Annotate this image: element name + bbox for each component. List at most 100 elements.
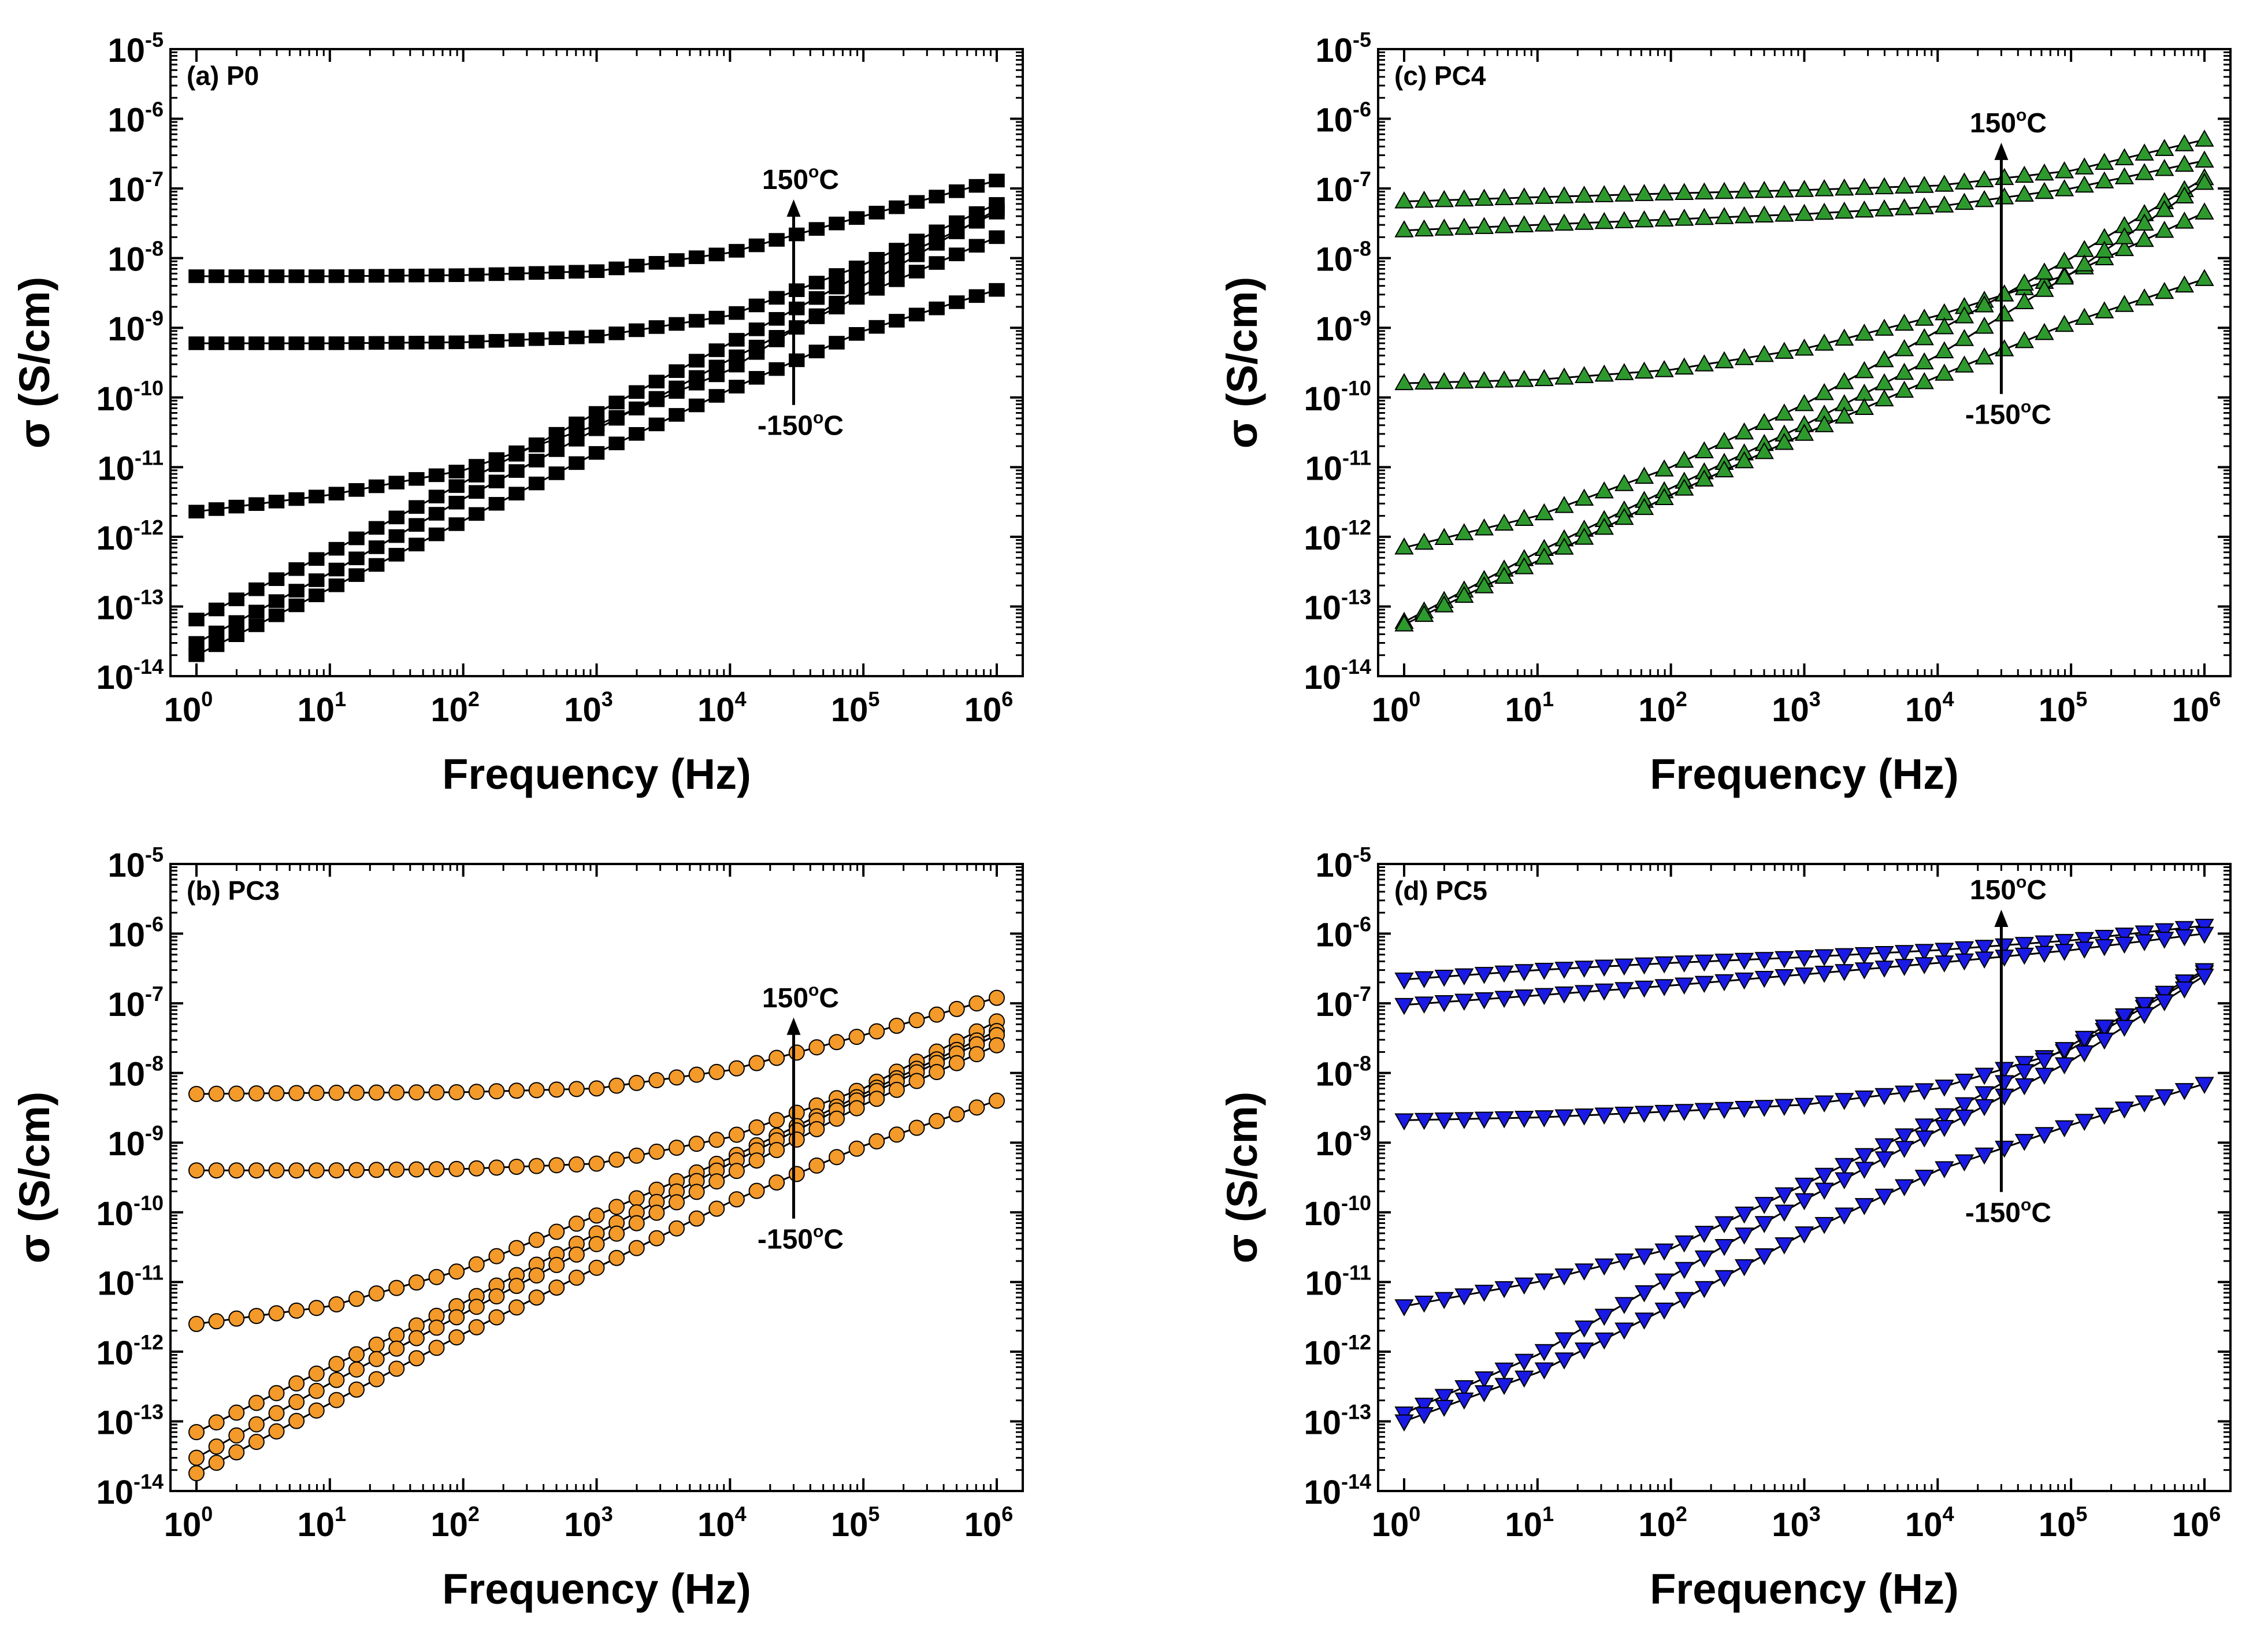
data-point: [508, 1278, 525, 1295]
data-point: [1835, 1207, 1854, 1225]
data-point: [1494, 991, 1514, 1008]
data-point: [1534, 1344, 1554, 1362]
data-point: [1974, 1086, 1994, 1104]
data-point: [1454, 217, 1474, 235]
data-point: [2174, 981, 2195, 999]
data-point: [409, 518, 425, 532]
data-point: [1754, 1197, 1774, 1214]
data-point: [1854, 1091, 1874, 1108]
x-tick-label: 104: [1905, 687, 1954, 729]
data-point: [1434, 218, 1454, 236]
series-1: [188, 197, 1005, 350]
data-point: [1474, 1371, 1494, 1389]
series-2: [188, 1023, 1005, 1332]
data-point: [248, 1162, 265, 1179]
data-point: [248, 1416, 265, 1433]
data-point: [488, 458, 505, 472]
data-point: [2095, 939, 2114, 956]
data-point: [1434, 1400, 1454, 1417]
panel-c: 100 101 102 103 104 105 106 10-14 10-13 10-12 10-1…: [1218, 28, 2232, 798]
data-point: [1474, 518, 1494, 536]
data-point: [2195, 926, 2214, 944]
series-4: [188, 1037, 1005, 1466]
x-axis-title: Frequency (Hz): [1650, 750, 1959, 798]
data-point: [448, 268, 465, 282]
data-point: [2095, 301, 2114, 318]
data-point: [1454, 1112, 1474, 1129]
data-point: [908, 307, 925, 322]
y-tick-label: 10-13: [96, 1400, 164, 1441]
y-tick-label: 10-6: [1315, 913, 1371, 954]
arrow-head: [786, 199, 801, 217]
series-3: [1394, 168, 2214, 555]
data-point: [248, 1308, 265, 1325]
data-point: [1515, 215, 1534, 233]
data-point: [968, 1046, 985, 1063]
data-point: [288, 1085, 305, 1101]
data-point: [1654, 459, 1674, 477]
data-point: [1874, 960, 1894, 978]
data-point: [788, 1131, 805, 1148]
data-point: [268, 1405, 285, 1422]
data-point: [2135, 934, 2154, 952]
data-point: [1874, 373, 1894, 391]
data-point: [1894, 1128, 1914, 1146]
data-point: [448, 1309, 465, 1326]
data-point: [228, 1444, 245, 1461]
data-point: [1594, 959, 1614, 977]
data-point: [688, 250, 705, 264]
x-tick-label: 106: [964, 687, 1014, 729]
data-point: [968, 289, 985, 303]
data-point: [1675, 955, 1694, 973]
data-point: [1654, 1302, 1674, 1320]
x-tick-label: 100: [1372, 687, 1421, 729]
data-point: [548, 1279, 565, 1296]
data-point: [1714, 351, 1734, 369]
arrow-head: [1994, 910, 2009, 928]
panel-b: 100 101 102 103 104 105 106 10-14 10-13 10-12 10-1…: [10, 843, 1024, 1613]
data-point: [2095, 929, 2114, 947]
data-point: [2074, 1030, 2094, 1048]
data-point: [528, 454, 545, 468]
data-point: [468, 1084, 485, 1100]
x-tick-label: 102: [430, 687, 480, 729]
data-point: [368, 1371, 385, 1388]
data-point: [2114, 1008, 2135, 1026]
data-point: [2095, 171, 2114, 189]
data-point: [708, 1173, 725, 1190]
data-point: [728, 1060, 745, 1077]
data-point: [469, 507, 485, 521]
data-point: [669, 1140, 685, 1156]
x-axis-title: Frequency (Hz): [1650, 1565, 1959, 1613]
data-point: [2054, 1120, 2074, 1138]
y-tick-label: 10-11: [1305, 446, 1371, 487]
data-point: [868, 281, 885, 296]
data-point: [528, 1158, 545, 1174]
data-point: [1835, 1158, 1854, 1175]
data-point: [569, 265, 585, 279]
data-point: [228, 269, 244, 283]
data-point: [888, 1126, 905, 1143]
series-3: [188, 206, 1005, 626]
data-point: [488, 496, 505, 511]
data-point: [2095, 1107, 2114, 1125]
data-point: [2074, 941, 2094, 959]
data-point: [1414, 219, 1434, 237]
data-point: [669, 1069, 685, 1086]
data-point: [388, 510, 404, 525]
data-point: [1694, 1226, 1714, 1243]
data-point: [2014, 165, 2035, 183]
data-point: [1835, 406, 1854, 424]
data-point: [1675, 183, 1694, 200]
data-point: [1574, 366, 1594, 383]
series-3: [1394, 963, 2214, 1316]
data-point: [1974, 940, 1994, 957]
data-point: [508, 1299, 525, 1316]
data-point: [1974, 190, 1994, 207]
data-point: [1835, 948, 1854, 966]
data-point: [1854, 200, 1874, 218]
data-point: [469, 268, 485, 282]
data-point: [428, 489, 445, 503]
data-point: [769, 330, 785, 344]
y-tick-label: 10-8: [107, 237, 164, 279]
